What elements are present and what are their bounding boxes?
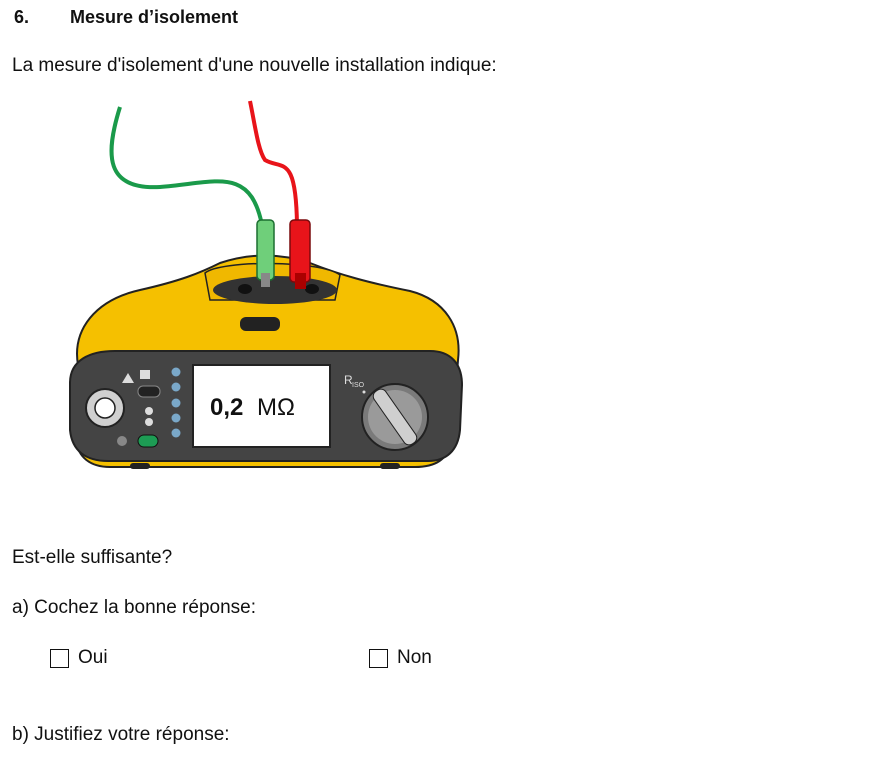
insulation-tester-illustration: 0,2 MΩ R ISO — [69, 100, 464, 469]
intro-text: La mesure d'isolement d'une nouvelle ins… — [12, 55, 497, 76]
checkbox-non[interactable] — [369, 648, 388, 668]
question-text: Est-elle suffisante? — [12, 547, 173, 568]
option-oui[interactable]: Oui — [50, 647, 108, 669]
part-b-label: b) Justifiez votre réponse: — [12, 724, 230, 745]
meter-display — [192, 364, 331, 448]
red-test-lead — [248, 100, 299, 226]
red-plug — [289, 219, 311, 283]
dial-label: R — [344, 373, 353, 387]
section-title: Mesure d’isolement — [70, 7, 239, 27]
section-heading: 6. Mesure d’isolement — [14, 7, 238, 28]
display-unit: MΩ — [257, 394, 295, 421]
option-label: Non — [397, 647, 432, 668]
section-number: 6. — [14, 7, 30, 27]
display-value: 0,2 — [210, 394, 243, 421]
option-non[interactable]: Non — [369, 647, 432, 669]
option-label: Oui — [78, 647, 108, 668]
green-test-lead — [109, 106, 264, 226]
checkbox-oui[interactable] — [50, 648, 69, 668]
green-plug — [256, 219, 275, 281]
part-a-label: a) Cochez la bonne réponse: — [12, 597, 256, 618]
dial-sublabel: ISO — [352, 382, 365, 389]
